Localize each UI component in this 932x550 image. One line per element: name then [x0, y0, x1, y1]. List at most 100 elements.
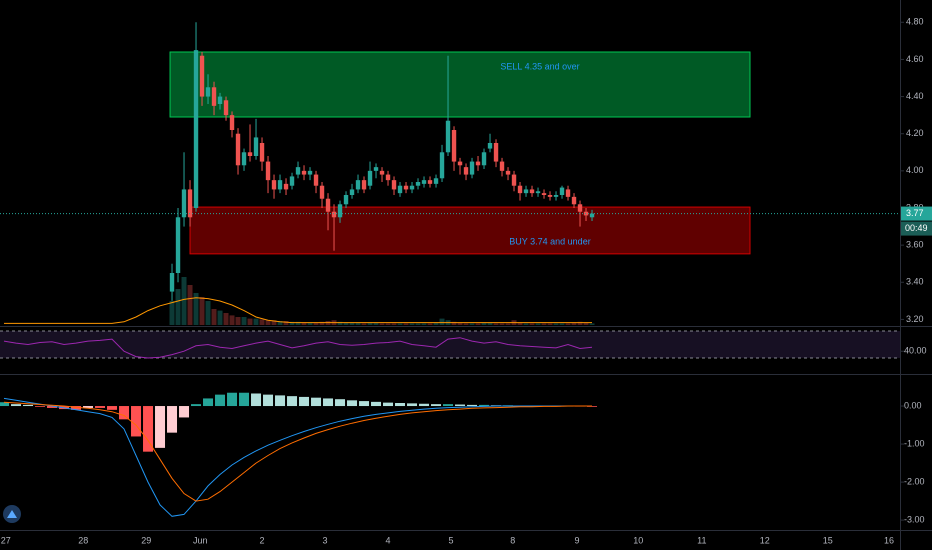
- volume-bar: [319, 321, 325, 325]
- candle-body: [277, 180, 283, 190]
- zone-box: [189, 206, 751, 255]
- y-tick-label: 4.00: [906, 165, 924, 175]
- macd-histogram-bar: [443, 404, 454, 407]
- volume-bar: [343, 322, 349, 325]
- macd-histogram-bar: [359, 401, 370, 407]
- volume-bar: [301, 322, 307, 325]
- volume-bar: [307, 322, 313, 325]
- volume-bar: [181, 277, 187, 325]
- volume-bar: [289, 321, 295, 325]
- macd-histogram-bar: [11, 404, 22, 407]
- candle-body: [451, 130, 457, 162]
- volume-bar: [379, 323, 385, 325]
- x-tick-label: 28: [78, 535, 88, 545]
- volume-bar: [469, 323, 475, 325]
- volume-bar: [475, 323, 481, 325]
- volume-bar: [463, 323, 469, 325]
- candle-body: [427, 180, 433, 184]
- volume-bar: [259, 319, 265, 325]
- candle-body: [187, 189, 193, 218]
- volume-bar: [451, 321, 457, 325]
- candle-body: [439, 152, 445, 179]
- macd-histogram-bar: [71, 406, 82, 410]
- macd-histogram-bar: [239, 392, 250, 407]
- volume-bar: [529, 323, 535, 325]
- candle-body: [301, 170, 307, 175]
- logo[interactable]: [3, 505, 21, 523]
- candle-body: [397, 185, 403, 194]
- volume-bar: [559, 323, 565, 325]
- last-price-label: 3.77: [906, 208, 924, 218]
- volume-bar: [373, 322, 379, 325]
- macd-histogram-bar: [23, 404, 34, 407]
- volume-bar: [211, 309, 217, 325]
- candle-body: [223, 100, 229, 116]
- candle-body: [217, 96, 223, 104]
- x-tick-label: Jun: [193, 535, 208, 545]
- candle-body: [409, 185, 415, 190]
- zone-box: [169, 51, 751, 118]
- volume-bar: [367, 322, 373, 325]
- macd-histogram-bar: [155, 406, 166, 448]
- macd-tick-label: 0.00: [904, 400, 922, 410]
- countdown-tag: [901, 221, 932, 236]
- volume-bar: [409, 323, 415, 325]
- macd-histogram-bar: [479, 404, 490, 407]
- volume-bar: [187, 285, 193, 325]
- macd-histogram-bar: [35, 406, 46, 407]
- candle-body: [577, 204, 583, 212]
- volume-bar: [421, 323, 427, 325]
- volume-bar: [583, 322, 589, 325]
- candle-body: [253, 137, 259, 156]
- macd-histogram-bar: [455, 404, 466, 407]
- candle-body: [481, 152, 487, 166]
- y-tick-label: 4.80: [906, 17, 924, 27]
- volume-bar: [235, 317, 241, 325]
- volume-bar: [505, 323, 511, 325]
- candle-body: [421, 180, 427, 184]
- candle-body: [463, 167, 469, 175]
- volume-bar: [493, 323, 499, 325]
- volume-bar: [523, 323, 529, 325]
- logo-mark[interactable]: [7, 510, 17, 518]
- volume-bar: [403, 323, 409, 325]
- volume-bar: [565, 323, 571, 325]
- candle-body: [559, 187, 565, 195]
- rsi-line: [3, 337, 593, 359]
- macd-histogram-bar: [131, 406, 142, 437]
- volume-bar: [283, 321, 289, 325]
- candle-body: [307, 170, 313, 175]
- volume-bar: [535, 323, 541, 325]
- candle-body: [553, 195, 559, 197]
- candle-body: [211, 87, 217, 106]
- macd-histogram-bar: [347, 400, 358, 407]
- candle-body: [445, 120, 451, 153]
- volume-bar: [355, 322, 361, 325]
- candle-body: [229, 115, 235, 130]
- candle-body: [313, 174, 319, 186]
- volume-bar: [427, 323, 433, 325]
- volume-bar: [229, 315, 235, 325]
- candle-body: [565, 189, 571, 197]
- candle-body: [355, 180, 361, 190]
- x-tick-label: 5: [449, 535, 454, 545]
- macd-tick-label: -1.00: [904, 438, 925, 448]
- macd-histogram-bar: [227, 392, 238, 407]
- candle-body: [541, 193, 547, 195]
- x-tick-label: 8: [510, 535, 515, 545]
- macd-histogram-bar: [383, 402, 394, 407]
- candle-body: [487, 143, 493, 149]
- volume-bar: [415, 323, 421, 325]
- last-price-tag: [901, 206, 932, 221]
- x-tick-label: 9: [575, 535, 580, 545]
- candle-body: [535, 191, 541, 194]
- volume-bar: [265, 320, 271, 325]
- macd-tick-label: -2.00: [904, 476, 925, 486]
- volume-bar: [199, 297, 205, 325]
- candle-body: [337, 204, 343, 218]
- macd-histogram-bar: [431, 404, 442, 407]
- macd-histogram-bar: [143, 406, 154, 452]
- candle-body: [205, 87, 211, 97]
- candle-body: [319, 185, 325, 199]
